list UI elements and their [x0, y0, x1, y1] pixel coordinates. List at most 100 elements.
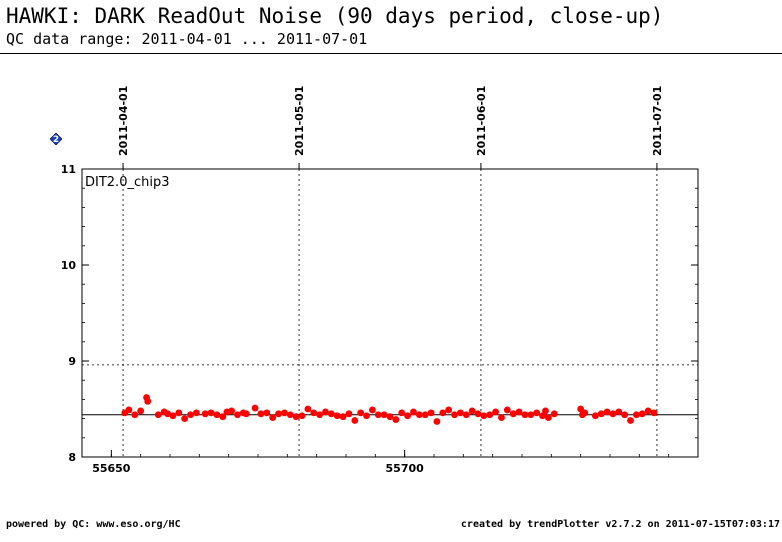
date-marker-label: 2011-07-01	[651, 86, 664, 156]
y-tick-label: 11	[61, 163, 76, 176]
data-point	[351, 417, 359, 424]
data-range-subtitle: QC data range: 2011-04-01 ... 2011-07-01	[6, 30, 368, 48]
data-point	[322, 408, 329, 416]
data-point	[339, 413, 347, 421]
data-point	[181, 415, 189, 422]
data-point	[327, 410, 335, 418]
data-point	[144, 397, 152, 405]
data-point	[392, 416, 400, 423]
data-point	[545, 414, 552, 422]
data-point	[421, 411, 429, 419]
x-tick-label: 55700	[386, 462, 425, 475]
data-point	[427, 409, 435, 417]
chart-points	[121, 394, 658, 425]
data-point	[644, 407, 652, 415]
data-point	[415, 411, 423, 419]
data-point	[445, 406, 453, 414]
help-diamond-icon[interactable]: 2	[50, 133, 62, 145]
chart-axes: 2011-04-01 2011-05-01 2011-06-01 2011-07-01…	[61, 86, 699, 475]
data-point	[609, 410, 617, 418]
data-point	[591, 412, 599, 420]
data-point	[533, 409, 541, 417]
data-point	[521, 411, 529, 419]
data-point	[509, 410, 517, 418]
date-marker-label: 2011-04-01	[117, 86, 130, 156]
plot-frame	[81, 168, 699, 458]
data-point	[125, 406, 133, 414]
data-point	[257, 410, 265, 418]
y-tick-label: 10	[61, 259, 77, 272]
data-point	[550, 410, 558, 418]
date-marker-label: 2011-06-01	[475, 86, 488, 156]
data-point	[457, 409, 464, 417]
data-point	[310, 409, 318, 417]
data-point	[131, 411, 139, 419]
data-point	[480, 412, 488, 420]
data-point	[286, 411, 294, 419]
data-point	[292, 413, 300, 421]
data-point	[357, 409, 365, 417]
data-point	[603, 408, 611, 416]
data-point	[228, 407, 236, 415]
data-point	[154, 411, 162, 419]
date-marker-label: 2011-05-01	[293, 86, 306, 156]
x-tick-label: 55650	[92, 462, 131, 475]
data-point	[234, 411, 241, 419]
data-point	[363, 412, 370, 420]
data-point	[439, 409, 447, 417]
data-point	[515, 408, 523, 416]
data-point	[627, 417, 634, 424]
footer-powered-by: powered by QC: www.eso.org/HC	[6, 519, 181, 530]
data-point	[369, 406, 376, 414]
header-divider	[0, 53, 782, 54]
data-point	[404, 412, 411, 420]
data-point	[492, 408, 499, 416]
page-title: HAWKI: DARK ReadOut Noise (90 days perio…	[6, 4, 664, 28]
footer-created-by: created by trendPlotter v2.7.2 on 2011-0…	[460, 519, 780, 530]
data-point	[169, 412, 177, 420]
data-point	[213, 411, 221, 419]
data-point	[333, 412, 341, 420]
data-point	[187, 411, 194, 419]
data-point	[633, 411, 640, 419]
data-point	[242, 410, 250, 418]
data-point	[542, 407, 549, 415]
data-point	[462, 411, 470, 419]
data-point	[615, 408, 623, 416]
data-point	[398, 409, 406, 417]
data-point	[433, 418, 441, 425]
data-point	[621, 411, 629, 419]
svg-text:2: 2	[53, 135, 59, 145]
panel-label: DIT2.0_chip3	[85, 175, 169, 190]
data-point	[275, 410, 282, 418]
data-point	[219, 413, 227, 421]
data-point	[527, 411, 535, 419]
data-point	[345, 410, 353, 418]
data-point	[380, 411, 388, 419]
data-point	[207, 409, 215, 417]
data-point	[386, 413, 394, 421]
data-point	[486, 411, 494, 419]
data-point	[251, 404, 259, 412]
data-point	[597, 410, 605, 418]
data-point	[638, 410, 646, 418]
data-point	[269, 414, 277, 422]
data-point	[503, 406, 511, 414]
data-point	[474, 410, 482, 418]
data-point	[581, 409, 589, 417]
data-point	[281, 409, 288, 417]
data-point	[193, 409, 200, 417]
data-point	[498, 414, 505, 422]
data-point	[410, 408, 417, 416]
data-point	[316, 411, 323, 419]
data-point	[298, 412, 306, 420]
data-point	[137, 407, 145, 415]
data-point	[650, 409, 658, 417]
data-point	[304, 405, 312, 413]
data-point	[374, 411, 382, 419]
data-point	[451, 411, 458, 419]
data-point	[201, 410, 209, 418]
data-point	[468, 407, 476, 415]
data-point	[263, 409, 271, 417]
